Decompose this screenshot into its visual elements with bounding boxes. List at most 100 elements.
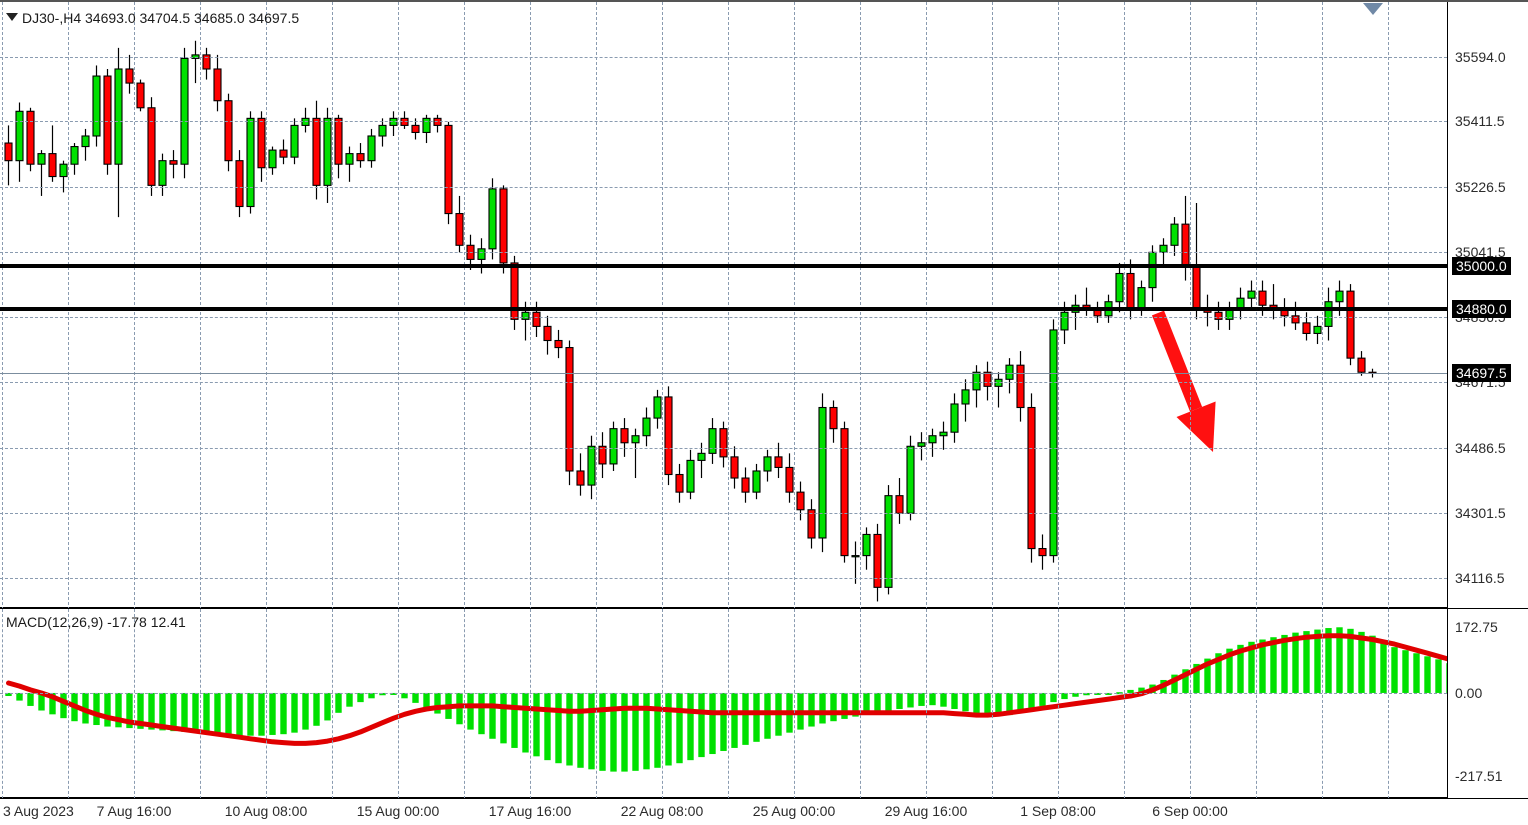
macd-histogram-bar: [654, 692, 661, 768]
candlestick: [741, 467, 750, 503]
candlestick: [1236, 287, 1245, 320]
time-tick-label: 10 Aug 08:00: [224, 803, 308, 819]
price-tick-label: 34116.5: [1455, 570, 1505, 586]
macd-histogram-bar: [1171, 674, 1178, 693]
candlestick: [851, 541, 860, 584]
time-tick-label: 22 Aug 08:00: [620, 803, 704, 819]
price-level-line[interactable]: [0, 306, 1447, 311]
candlestick: [1192, 202, 1201, 320]
macd-histogram-bar: [159, 692, 166, 731]
macd-histogram-bar: [1017, 692, 1024, 713]
candlestick: [829, 400, 838, 443]
candlestick: [774, 442, 783, 479]
macd-histogram-bar: [709, 692, 716, 755]
macd-histogram-bar: [357, 692, 364, 703]
macd-histogram-bar: [830, 692, 837, 722]
candlestick: [1115, 262, 1124, 313]
candlestick: [928, 428, 937, 457]
macd-histogram-bar: [1347, 628, 1354, 693]
candlestick: [70, 143, 79, 175]
candlestick: [1093, 301, 1102, 323]
candlestick: [653, 389, 662, 429]
candlestick: [1082, 287, 1091, 316]
macd-histogram-bar: [610, 692, 617, 772]
macd-histogram-bar: [1424, 656, 1431, 693]
candlestick: [950, 393, 959, 443]
price-scale[interactable]: 35594.035411.535226.535041.534856.534671…: [1447, 2, 1528, 610]
candlestick: [807, 499, 816, 549]
time-axis[interactable]: 3 Aug 2023 7 Aug 16:00 10 Aug 08:00 15 Aug …: [0, 798, 1528, 825]
macd-histogram-bar: [720, 692, 727, 751]
triangle-down-icon[interactable]: [6, 13, 18, 21]
macd-histogram-bar: [1281, 634, 1288, 693]
candlestick: [488, 178, 497, 260]
macd-signal-line: [6, 633, 1447, 746]
macd-histogram-bar: [500, 692, 507, 744]
macd-histogram-bar: [434, 692, 441, 714]
candlestick: [26, 107, 35, 172]
macd-histogram-bar: [533, 692, 540, 757]
macd-histogram-bar: [423, 692, 430, 709]
price-tick-label: 34301.5: [1455, 504, 1506, 521]
macd-histogram-bar: [1215, 653, 1222, 693]
macd-histogram-bar: [764, 692, 771, 739]
candlestick: [125, 54, 134, 94]
price-tick-label: 35226.5: [1455, 178, 1506, 195]
candlestick: [598, 432, 607, 479]
candlestick: [576, 453, 585, 496]
time-tick-label: 6 Sep 00:00: [1152, 803, 1228, 819]
macd-histogram-bar: [896, 692, 903, 709]
candlestick: [1346, 284, 1355, 366]
candlestick: [1302, 312, 1311, 341]
candlestick: [664, 386, 673, 486]
macd-histogram-bar: [907, 692, 914, 708]
macd-histogram-bar: [16, 692, 23, 701]
macd-histogram-bar: [1072, 692, 1079, 697]
macd-series-svg: [5, 627, 1447, 772]
macd-histogram-bar: [49, 692, 56, 715]
candlestick: [609, 421, 618, 471]
macd-histogram-bar: [467, 692, 474, 730]
macd-histogram-bar: [874, 692, 881, 713]
macd-histogram-bar: [335, 692, 342, 713]
macd-histogram-bar: [1226, 648, 1233, 693]
candlestick: [565, 340, 574, 486]
candlestick: [213, 54, 222, 112]
candlestick: [301, 107, 310, 133]
candlestick: [862, 527, 871, 570]
candlestick: [92, 65, 101, 147]
candlestick: [686, 449, 695, 500]
candlestick: [1214, 301, 1223, 330]
candlestick: [1291, 301, 1300, 330]
macd-histogram-bar: [1325, 628, 1332, 693]
macd-histogram-bar: [247, 692, 254, 736]
time-tick-label: 3 Aug 2023: [3, 803, 74, 819]
macd-histogram-bar: [1270, 637, 1277, 693]
candlestick: [180, 47, 189, 179]
macd-scale[interactable]: 172.75 0.00 -217.51: [1447, 609, 1528, 799]
macd-histogram-bar: [214, 692, 221, 735]
current-price-badge[interactable]: 34697.5: [1452, 364, 1511, 383]
candlestick: [455, 195, 464, 253]
candlestick: [378, 118, 387, 147]
macd-histogram-bar: [126, 692, 133, 729]
macd-histogram-bar: [181, 692, 188, 732]
price-level-badge[interactable]: 35000.0: [1452, 257, 1511, 276]
price-level-line[interactable]: [0, 264, 1447, 269]
down-arrow-annotation[interactable]: [1151, 310, 1216, 452]
macd-histogram-bar: [225, 692, 232, 735]
macd-tick-label: 172.75: [1455, 619, 1498, 635]
macd-tick-label: -217.51: [1455, 768, 1503, 784]
macd-plot-area[interactable]: [0, 609, 1447, 799]
candlestick: [1324, 287, 1333, 341]
macd-histogram-bar: [863, 692, 870, 715]
candlestick: [191, 40, 200, 84]
candlestick: [752, 463, 761, 500]
price-level-badge[interactable]: 34880.0: [1452, 299, 1511, 318]
price-tick-label: 35411.5: [1455, 113, 1505, 130]
price-tick-label: 35041.5: [1455, 243, 1506, 260]
candlestick: [290, 118, 299, 165]
candlestick: [59, 160, 68, 193]
price-plot-area[interactable]: [0, 2, 1447, 610]
macd-histogram-bar: [621, 692, 628, 772]
